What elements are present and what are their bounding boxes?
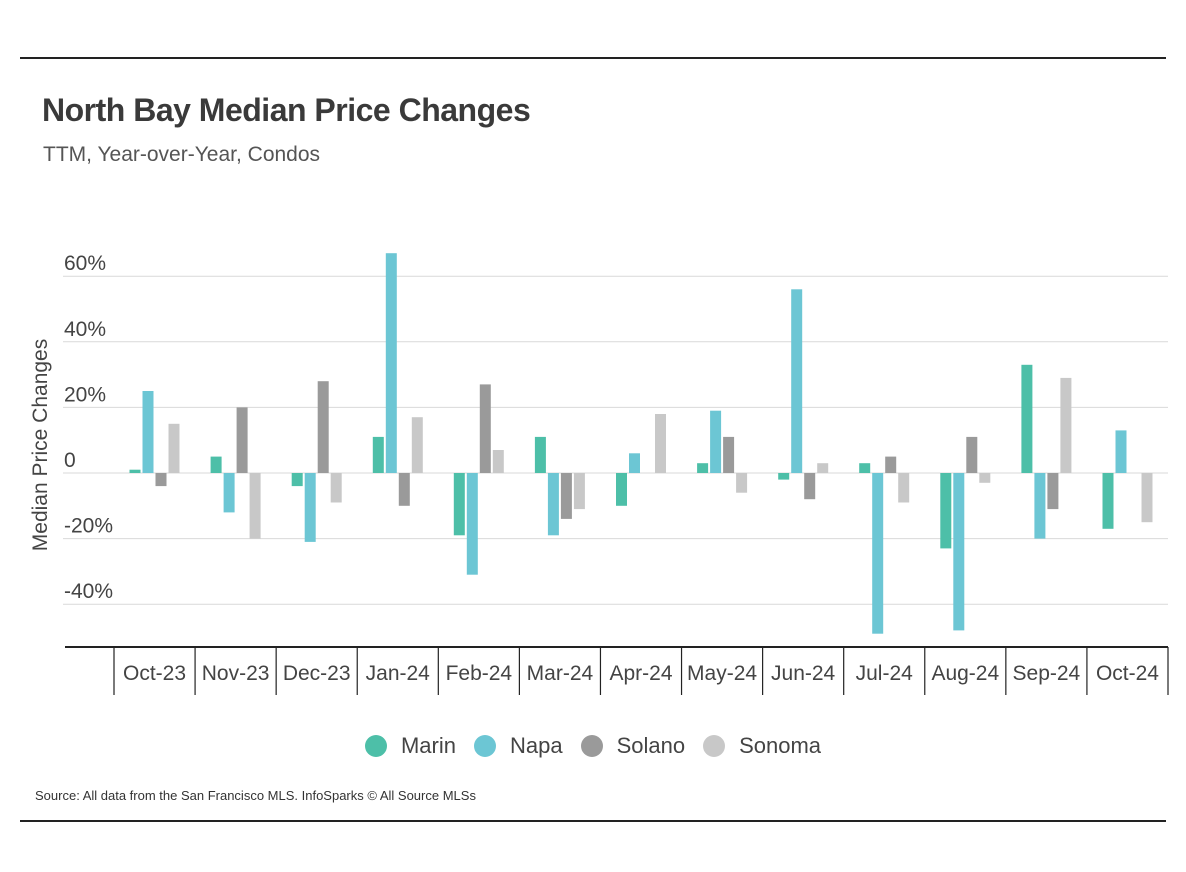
bar-solano-jan-24 [398,473,410,506]
bar-napa-jan-24 [385,253,397,473]
bar-sonoma-may-24 [736,473,748,493]
bar-chart: 60% 40% 20% 0 -20% -40% Oct-23 Nov-23 Dec-23 Jan… [29,252,1169,695]
legend-swatch [364,735,387,757]
legend-item-napa: Napa [473,733,563,759]
x-tick-label: Sep-24 [1013,662,1081,685]
bar-napa-oct-24 [1115,430,1127,473]
bar-napa-nov-23 [223,473,235,513]
top-rule [20,57,1166,59]
bar-marin-oct-24 [1102,473,1114,529]
bar-solano-nov-23 [236,407,248,473]
legend-label: Sonoma [739,733,822,758]
bar-marin-may-24 [697,463,709,473]
chart-title: North Bay Median Price Changes [42,92,531,128]
x-tick-label: Apr-24 [609,662,672,685]
bar-napa-dec-23 [304,473,316,542]
bar-sonoma-nov-23 [249,473,261,539]
bar-sonoma-jan-24 [411,417,423,473]
bar-marin-oct-23 [129,469,141,473]
bars [129,253,1153,634]
y-tick-label: 20% [64,383,106,406]
legend-swatch [580,735,603,757]
bar-solano-aug-24 [966,436,978,473]
bar-solano-oct-23 [155,473,167,487]
y-tick-label: -20% [64,515,113,538]
chart-legend: Marin Napa Solano Sonoma [0,733,1186,759]
y-axis-ticks: 60% 40% 20% 0 -20% -40% [64,252,113,603]
y-tick-label: 40% [64,318,106,341]
x-tick-label: Mar-24 [527,662,594,685]
legend-label: Napa [509,733,563,758]
legend-swatch [703,735,726,757]
bottom-rule [20,820,1166,822]
bar-solano-dec-23 [317,381,329,473]
y-tick-label: -40% [64,580,113,603]
x-axis-ticks: Oct-23 Nov-23 Dec-23 Jan-24 Feb-24 Mar-24 Apr-… [123,662,1159,685]
bar-marin-dec-23 [291,473,303,487]
bar-sonoma-oct-24 [1141,473,1153,523]
x-tick-label: Aug-24 [931,662,999,685]
bar-napa-oct-23 [142,391,154,473]
bar-marin-jul-24 [859,463,871,473]
bar-napa-mar-24 [547,473,559,536]
bar-napa-jun-24 [791,289,803,473]
x-axis [65,646,1169,695]
bar-sonoma-apr-24 [655,414,666,473]
x-tick-label: Oct-23 [123,662,186,685]
bar-solano-may-24 [723,436,735,473]
legend-item-marin: Marin [364,733,456,759]
source-note: Source: All data from the San Francisco … [35,788,476,803]
bar-napa-jul-24 [872,473,884,634]
bar-solano-feb-24 [479,384,491,473]
x-tick-label: Jan-24 [366,662,431,685]
legend-item-sonoma: Sonoma [703,733,821,759]
bar-sonoma-oct-23 [168,423,180,473]
bar-napa-feb-24 [466,473,478,575]
bar-marin-sep-24 [1021,364,1033,473]
bar-napa-may-24 [710,410,722,473]
x-tick-label: Feb-24 [446,662,513,685]
bar-marin-apr-24 [616,473,627,506]
legend-label: Solano [616,733,686,758]
bar-solano-mar-24 [560,473,572,519]
x-tick-label: Jun-24 [771,662,836,685]
x-tick-label: Jul-24 [856,662,914,685]
bar-solano-jul-24 [885,456,897,473]
legend-swatch [473,735,496,757]
legend-label: Marin [400,733,456,758]
x-tick-label: May-24 [687,662,757,685]
bar-sonoma-aug-24 [979,473,991,483]
bar-marin-mar-24 [534,436,546,473]
bar-napa-apr-24 [629,453,640,473]
legend-item-solano: Solano [580,733,686,759]
x-tick-label: Nov-23 [202,662,270,685]
gridlines [63,275,1168,605]
y-axis-label: Median Price Changes [29,339,52,551]
y-tick-label: 60% [64,252,106,275]
bar-marin-feb-24 [453,473,465,536]
bar-napa-aug-24 [953,473,965,631]
bar-solano-sep-24 [1047,473,1059,510]
bar-sonoma-mar-24 [573,473,585,510]
bar-marin-nov-23 [210,456,222,473]
x-tick-label: Dec-23 [283,662,351,685]
bar-sonoma-jun-24 [817,463,829,473]
bar-sonoma-sep-24 [1060,377,1072,473]
bar-napa-sep-24 [1034,473,1046,539]
bar-marin-aug-24 [940,473,952,549]
chart-subtitle: TTM, Year-over-Year, Condos [43,143,321,166]
y-tick-label: 0 [64,449,76,472]
bar-marin-jun-24 [778,473,790,480]
bar-sonoma-jul-24 [898,473,910,503]
x-tick-label: Oct-24 [1096,662,1159,685]
bar-sonoma-dec-23 [330,473,342,503]
bar-solano-jun-24 [804,473,816,500]
bar-marin-jan-24 [372,436,384,473]
bar-sonoma-feb-24 [492,450,504,473]
